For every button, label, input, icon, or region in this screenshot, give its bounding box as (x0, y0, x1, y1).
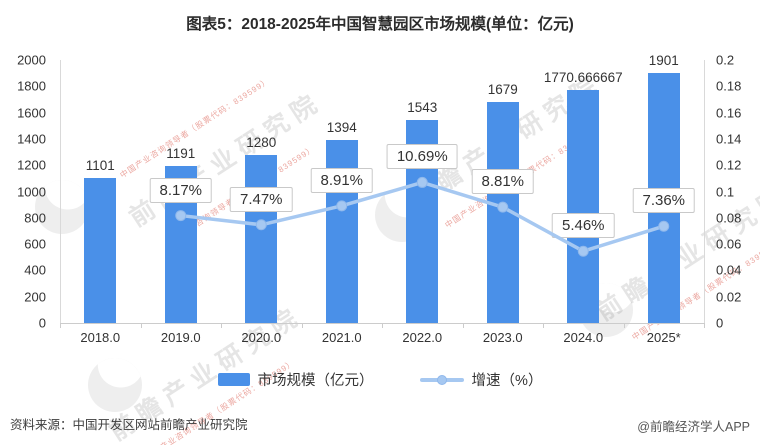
y-axis-left-tick: 2000 (17, 52, 46, 68)
x-axis-label-2022.0: 2022.0 (402, 330, 443, 345)
y-axis-left-tick: 0 (38, 315, 46, 331)
bar-value-label: 1901 (648, 53, 679, 69)
x-axis-tickmark (623, 323, 625, 328)
y-axis-left-tick: 1400 (17, 131, 46, 147)
bar-2024.0 (567, 90, 600, 323)
x-axis-label-2019.0: 2019.0 (160, 330, 201, 345)
bar-series-swatch-icon (217, 373, 250, 386)
legend-market-size: 市场规模（亿元） (217, 369, 374, 390)
bar-value-label: 1101 (85, 158, 115, 174)
growth-label-2019.0: 8.17% (149, 177, 213, 203)
x-axis-tickmark (462, 323, 464, 328)
bar-2020.0 (245, 154, 278, 323)
y-axis-right-tick: 0.04 (716, 262, 742, 278)
y-axis-left-tick: 800 (24, 210, 46, 226)
y-axis-right-tick: 0.14 (716, 131, 742, 147)
y-axis-left-tick: 1800 (17, 78, 46, 94)
y-axis-left-tick: 1000 (17, 184, 46, 199)
bar-2018.0 (84, 178, 117, 323)
y-axis-right-tick: 0.12 (716, 157, 742, 173)
bar-value-label: 1394 (326, 119, 357, 135)
x-axis-tickmark (704, 323, 705, 328)
bar-value-label: 1191 (166, 146, 196, 162)
x-axis-label-2025*: 2025* (646, 330, 681, 345)
bar-value-label: 1679 (487, 82, 518, 98)
y-axis-right-tick: 0.16 (716, 105, 742, 121)
bar-value-label: 1543 (407, 100, 438, 116)
x-axis-tickmark (221, 323, 222, 328)
line-series-swatch-icon (419, 373, 464, 386)
y-axis-left-tick: 1600 (17, 105, 46, 121)
legend-label: 市场规模（亿元） (257, 373, 374, 389)
y-axis-right-tick: 0.2 (716, 52, 735, 68)
growth-label-2025*: 7.36% (632, 188, 696, 214)
x-axis-label-2023.0: 2023.0 (482, 330, 523, 345)
y-axis-left-line (60, 60, 61, 323)
source-note: 资料来源：中国开发区网站前瞻产业研究院 (10, 418, 248, 432)
y-axis-left-tick: 200 (24, 289, 46, 305)
growth-label-2022.0: 10.69% (386, 144, 458, 170)
y-axis-right-tick: 0.08 (716, 210, 742, 226)
x-axis-tickmark (60, 323, 61, 328)
bar-value-label: 1280 (246, 134, 277, 150)
chart-title: 图表5：2018-2025年中国智慧园区市场规模(单位：亿元) (186, 16, 574, 33)
y-axis-right-tick: 0.18 (716, 78, 742, 94)
y-axis-right-line (704, 60, 705, 323)
y-axis-right-tick: 0 (716, 315, 724, 331)
x-axis-label-2020.0: 2020.0 (241, 330, 282, 345)
x-axis-label-2021.0: 2021.0 (321, 330, 362, 345)
growth-label-2021.0: 8.91% (310, 167, 374, 193)
bar-value-label: 1770.666667 (543, 70, 623, 86)
y-axis-left-tick: 600 (24, 236, 46, 252)
y-axis-right-tick: 0.1 (716, 184, 735, 199)
x-axis-tickmark (140, 323, 142, 328)
legend-growth-rate: 增速（%） (419, 369, 543, 390)
bar-2023.0 (486, 102, 519, 323)
y-axis-left-tick: 1200 (17, 157, 46, 173)
legend-label: 增速（%） (471, 373, 543, 389)
x-axis-tickmark (543, 323, 544, 328)
y-axis-left-tick: 400 (24, 262, 46, 278)
chart-legend: 市场规模（亿元） 增速（%） (0, 369, 760, 390)
x-axis-label-2018.0: 2018.0 (80, 330, 121, 345)
y-axis-right-tick: 0.02 (716, 289, 742, 305)
growth-label-2023.0: 8.81% (471, 169, 535, 195)
x-axis-tickmark (301, 323, 303, 328)
growth-label-2024.0: 5.46% (551, 213, 615, 239)
x-axis-label-2024.0: 2024.0 (563, 330, 604, 345)
brand-note: @前瞻经济学人APP (637, 420, 750, 434)
growth-label-2020.0: 7.47% (229, 186, 293, 212)
x-axis-tickmark (382, 323, 383, 328)
y-axis-right-tick: 0.06 (716, 236, 742, 252)
